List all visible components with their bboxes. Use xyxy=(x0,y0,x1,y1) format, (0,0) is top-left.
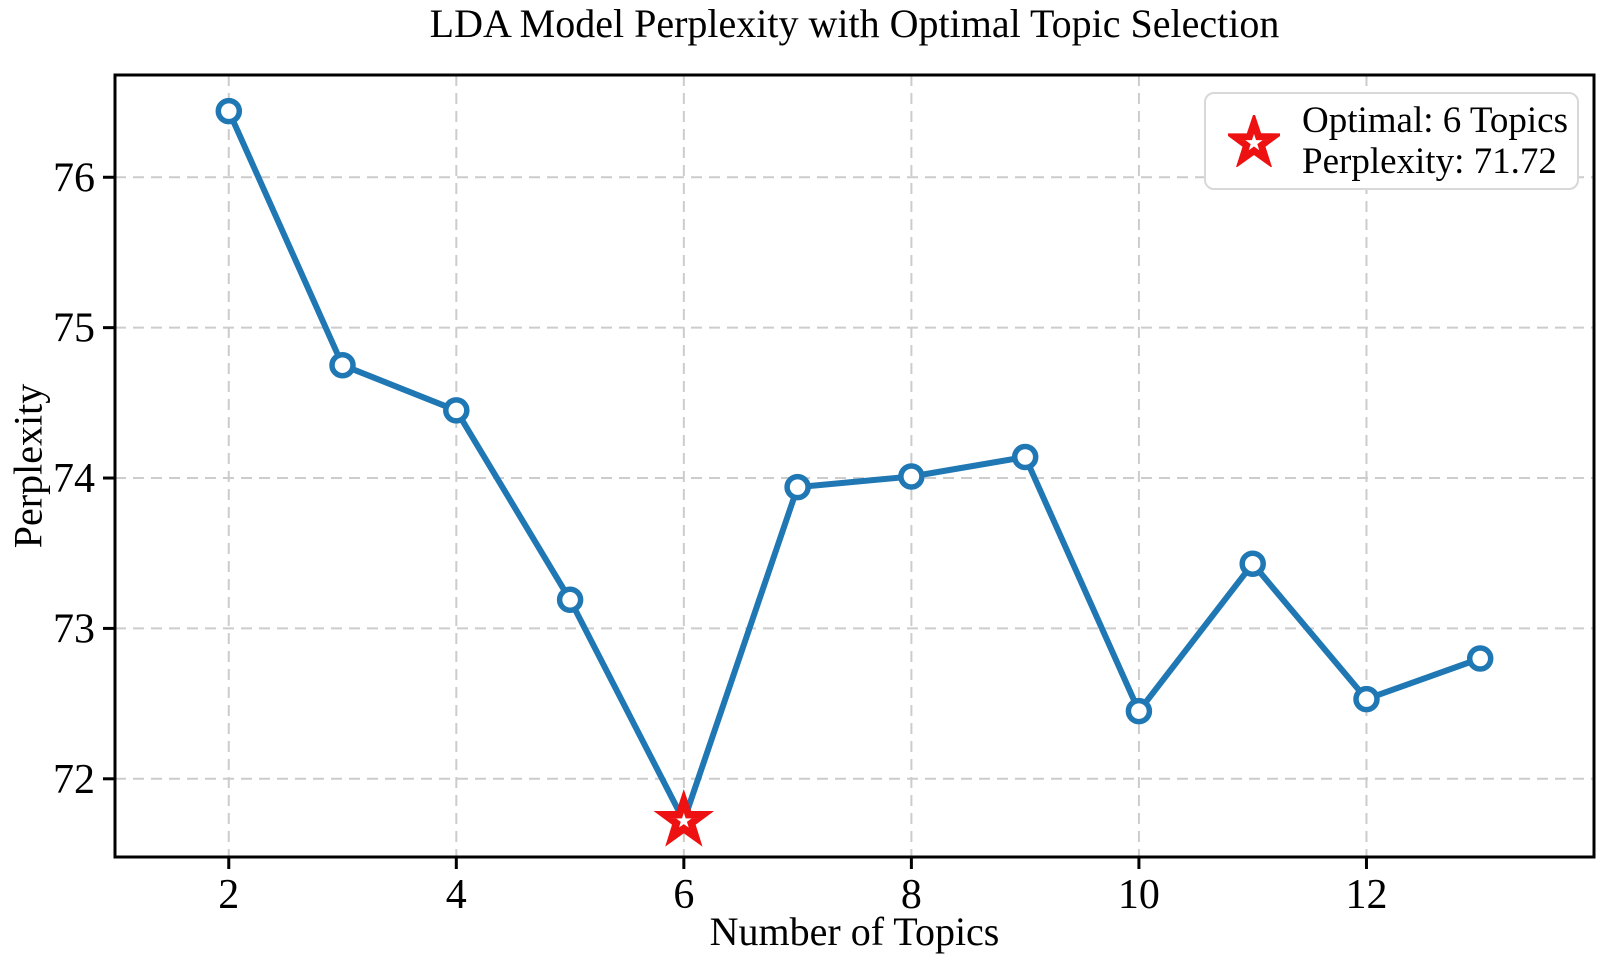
chart-title: LDA Model Perplexity with Optimal Topic … xyxy=(429,1,1280,46)
star-icon-shape xyxy=(1228,115,1280,167)
data-point-marker xyxy=(784,473,811,501)
x-tick-label: 2 xyxy=(218,872,239,918)
data-point-marker xyxy=(898,463,925,490)
x-tick-label: 4 xyxy=(446,872,467,918)
x-axis-label: Number of Topics xyxy=(709,909,1000,954)
perplexity-line xyxy=(225,108,1484,824)
legend-text: Optimal: 6 Topics Perplexity: 71.72 xyxy=(1302,100,1568,182)
legend-icon-wrap xyxy=(1206,115,1302,167)
legend-line-optimal: Optimal: 6 Topics xyxy=(1302,100,1568,141)
y-tick-label: 73 xyxy=(53,606,95,652)
x-tick-label: 10 xyxy=(1118,872,1160,918)
y-tick-label: 74 xyxy=(53,456,95,502)
data-point-marker xyxy=(1466,645,1494,672)
data-point-marker xyxy=(443,397,470,424)
optimal-star-marker xyxy=(653,789,715,847)
data-point-marker xyxy=(1239,550,1266,577)
x-tick-label: 6 xyxy=(673,872,694,918)
data-point-marker xyxy=(1353,685,1380,713)
axes-border xyxy=(113,73,1596,859)
data-point-marker xyxy=(1011,443,1039,471)
legend-line-perplexity: Perplexity: 71.72 xyxy=(1302,141,1557,182)
y-tick-label: 72 xyxy=(53,757,95,803)
data-point-marker xyxy=(215,97,243,125)
data-point-marker xyxy=(329,351,356,379)
x-tick-label: 8 xyxy=(901,872,922,918)
data-point-marker xyxy=(556,586,584,614)
y-tick-label: 75 xyxy=(53,306,95,352)
star-icon xyxy=(1228,115,1280,167)
legend: Optimal: 6 Topics Perplexity: 71.72 xyxy=(1204,92,1579,190)
y-tick-label: 76 xyxy=(53,155,95,201)
x-tick-label: 12 xyxy=(1345,872,1387,918)
data-point-marker xyxy=(1125,697,1153,725)
